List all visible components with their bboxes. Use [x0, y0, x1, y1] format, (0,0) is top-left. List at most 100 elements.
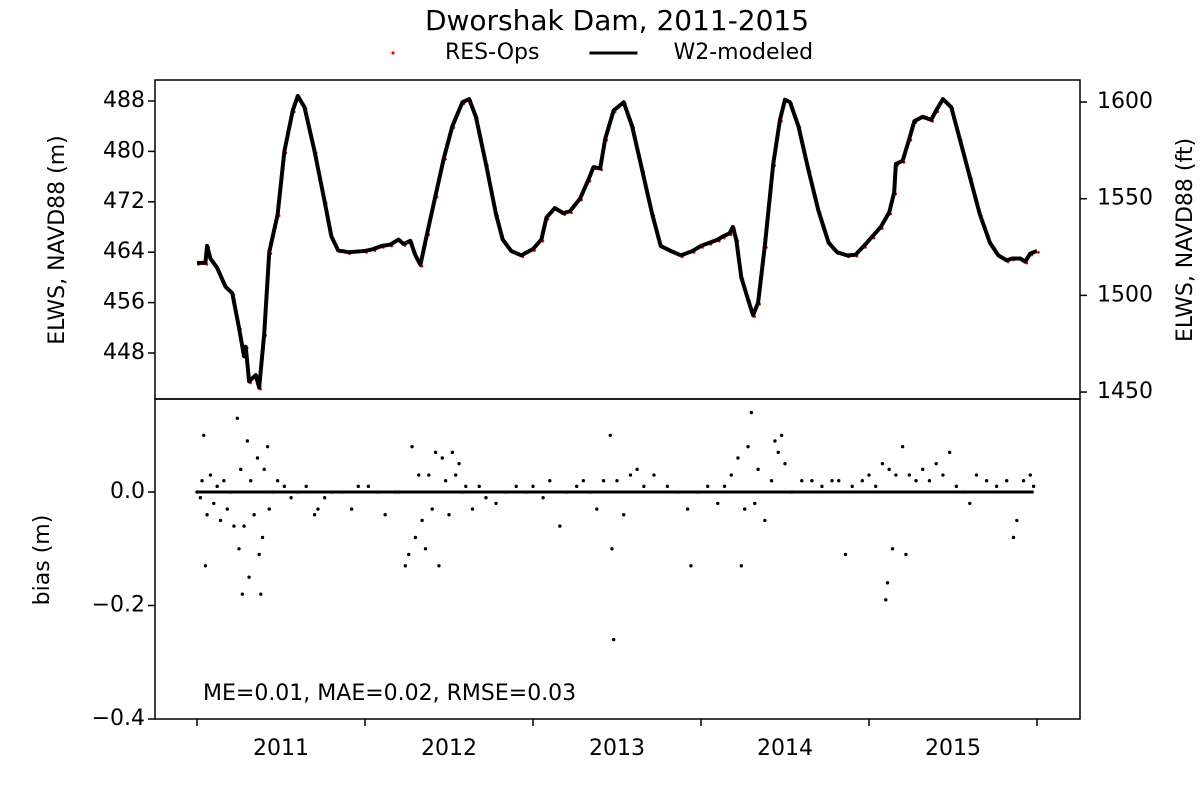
- dot: [756, 467, 760, 472]
- y2-tick-label: 1500: [1097, 282, 1153, 307]
- dot: [665, 484, 670, 489]
- dot: [289, 496, 293, 500]
- dot: [1011, 535, 1016, 540]
- dot: [322, 496, 327, 500]
- dot: [984, 479, 989, 483]
- dot: [974, 473, 979, 477]
- dot: [450, 450, 455, 455]
- dot: [800, 479, 804, 483]
- axes-frame: [154, 398, 1081, 720]
- dot: [406, 552, 411, 557]
- line-series: [197, 93, 1038, 390]
- dot: [615, 479, 619, 483]
- dot: [773, 439, 777, 443]
- dot: [460, 490, 465, 494]
- dot: [574, 484, 579, 489]
- dot: [524, 490, 528, 494]
- chart-title: Dworshak Dam, 2011-2015: [425, 4, 809, 37]
- y-tick-label: 456: [103, 290, 145, 315]
- dot: [994, 484, 999, 489]
- dot: [769, 479, 774, 483]
- dot: [242, 524, 246, 528]
- y-tick-label: 0.0: [110, 479, 145, 504]
- y-tick-label: 488: [103, 88, 145, 113]
- dot: [763, 518, 767, 523]
- y-tick-label: 464: [103, 239, 145, 264]
- dot: [232, 524, 236, 528]
- dot: [548, 479, 552, 483]
- dot: [601, 479, 606, 483]
- dot: [531, 484, 535, 489]
- dot: [810, 479, 814, 483]
- dot: [198, 496, 203, 500]
- dot: [494, 501, 498, 506]
- dot: [1031, 484, 1036, 489]
- dot: [1021, 479, 1026, 483]
- dot: [880, 461, 885, 466]
- dot: [200, 479, 204, 483]
- dot: [1028, 473, 1032, 477]
- dot: [356, 484, 360, 489]
- dot: [423, 547, 428, 551]
- dot: [260, 535, 265, 540]
- dot: [504, 490, 508, 494]
- legend-label: W2-modeled: [673, 40, 813, 65]
- dot: [257, 552, 261, 557]
- dot: [706, 484, 710, 489]
- dot: [610, 547, 614, 551]
- y2-axis-label: ELWS, NAVD88 (ft): [1173, 138, 1198, 342]
- y-tick-label: 480: [103, 138, 145, 163]
- dot: [904, 552, 908, 557]
- dot: [685, 507, 690, 511]
- dot: [202, 433, 206, 438]
- dot: [433, 450, 438, 455]
- dot: [635, 467, 639, 472]
- dot: [588, 490, 592, 494]
- y-tick-label: 472: [103, 189, 145, 214]
- dot: [739, 564, 744, 568]
- dot: [914, 479, 918, 483]
- dot: [558, 524, 562, 528]
- dot: [968, 501, 972, 506]
- dot: [900, 444, 905, 449]
- dot: [675, 490, 680, 494]
- x-tick-label: 2013: [589, 736, 645, 761]
- dot: [729, 473, 733, 477]
- annotation: ME=0.01, MAE=0.02, RMSE=0.03: [203, 681, 576, 706]
- dot: [850, 484, 854, 489]
- dot: [265, 444, 270, 449]
- dot: [275, 479, 280, 483]
- dot: [457, 461, 461, 466]
- dot: [247, 575, 251, 579]
- dot: [296, 490, 300, 494]
- dot: [304, 484, 308, 489]
- dot: [642, 484, 646, 489]
- y-tick-label: 448: [103, 340, 145, 365]
- dot: [1037, 251, 1040, 254]
- x-tick-label: 2012: [421, 736, 477, 761]
- dot: [874, 484, 878, 489]
- dot: [581, 479, 586, 483]
- dot: [417, 473, 421, 477]
- y-axis-label: bias (m): [30, 515, 55, 606]
- dot: [695, 490, 700, 494]
- dot: [403, 564, 408, 568]
- y-tick-label: −0.2: [92, 593, 145, 618]
- dot: [742, 507, 747, 511]
- dot: [203, 564, 208, 568]
- y2-tick-label: 1450: [1097, 379, 1153, 404]
- dot: [753, 501, 757, 506]
- dot: [383, 513, 387, 517]
- dot: [843, 552, 848, 557]
- dot: [215, 484, 219, 489]
- dot: [245, 439, 250, 443]
- dot: [652, 473, 656, 477]
- dot: [947, 450, 952, 455]
- x-tick-label: 2011: [253, 736, 309, 761]
- dot: [961, 490, 965, 494]
- y-tick-label: −0.4: [92, 706, 145, 731]
- x-tick-label: 2015: [925, 736, 981, 761]
- dot: [420, 518, 424, 523]
